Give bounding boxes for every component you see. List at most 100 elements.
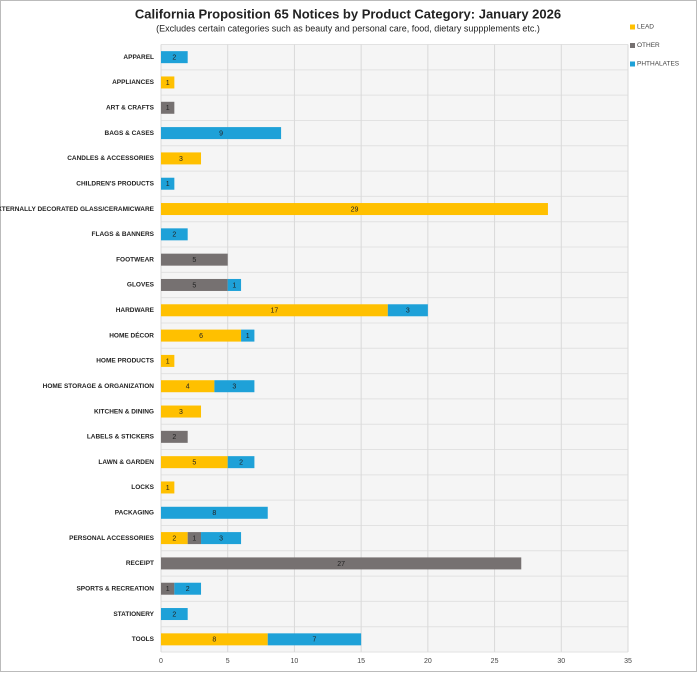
y-tick-label: STATIONERY [113,611,154,618]
data-label: 6 [199,333,203,340]
data-label: 3 [219,535,223,542]
bar-segment [161,76,175,89]
y-tick-label: PERSONAL ACCESSORIES [69,535,155,542]
y-tick-label: HOME DÉCOR [109,330,154,339]
bar-segment [161,557,522,570]
bar-segment [161,430,188,443]
bar-segment [161,101,175,114]
bar-segment [161,582,175,595]
bar-segment [387,304,428,317]
data-label: 1 [166,485,170,492]
bar-segment [161,481,175,494]
bar-segment [161,278,228,291]
bar-segment [161,152,202,165]
data-label: 2 [172,434,176,441]
x-tick-label: 5 [226,658,230,665]
y-tick-label: LABELS & STICKERS [87,434,155,441]
y-tick-label: KITCHEN & DINING [94,408,154,415]
chart-subtitle: (Excludes certain categories such as bea… [156,23,540,33]
bar-segment [161,405,202,418]
x-tick-label: 15 [357,658,365,665]
y-tick-label: SPORTS & RECREATION [76,585,154,592]
data-label: 8 [212,510,216,517]
y-tick-label: CHILDREN'S PRODUCTS [76,180,154,187]
bar-segment [161,51,188,64]
y-tick-label: HOME PRODUCTS [96,358,154,365]
legend-label: LEAD [637,24,654,31]
y-tick-label: RECEIPT [126,560,154,567]
data-label: 8 [212,637,216,644]
bar-segment [161,329,242,342]
data-label: 1 [166,358,170,365]
bar-segment [227,278,242,291]
bar-segment [161,177,175,190]
legend-label: PHTHALATES [637,61,680,68]
y-tick-label: TOOLS [132,636,155,643]
bar-segment [161,304,388,317]
data-label: 3 [232,384,236,391]
bar-segment [161,127,282,140]
data-label: 27 [337,561,345,568]
y-tick-label: FOOTWEAR [116,256,154,263]
data-label: 1 [166,80,170,87]
data-label: 2 [172,535,176,542]
data-label: 3 [179,156,183,163]
data-label: 2 [172,611,176,618]
y-tick-label: ART & CRAFTS [106,105,155,112]
y-tick-label: PACKAGING [115,510,154,517]
bar-segment [161,456,228,469]
data-label: 7 [312,637,316,644]
data-label: 1 [166,181,170,188]
y-tick-label: GLOVES [127,282,155,289]
data-label: 1 [166,105,170,112]
data-label: 2 [172,55,176,62]
data-label: 2 [186,586,190,593]
bar-segment [161,532,188,545]
y-tick-label: HOME STORAGE & ORGANIZATION [43,383,155,390]
data-label: 2 [172,232,176,239]
data-label: 17 [271,308,279,315]
bar-segment [161,506,268,519]
x-tick-label: 10 [291,658,299,665]
x-tick-label: 35 [624,658,632,665]
bar-segment [161,608,188,621]
data-label: 1 [232,282,236,289]
y-tick-label: BAGS & CASES [105,130,155,137]
data-label: 9 [219,130,223,137]
legend-swatch [630,61,635,67]
y-tick-label: APPAREL [123,54,154,61]
bar-segment [161,633,268,646]
legend-label: OTHER [637,42,660,49]
y-tick-label: LAWN & GARDEN [98,459,154,466]
bar-segment [201,532,242,545]
y-tick-label: EXTERNALLY DECORATED GLASS/CERAMICWARE [0,206,155,213]
bar-segment [161,203,548,216]
x-tick-label: 25 [491,658,499,665]
data-label: 1 [166,586,170,593]
bar-segment [161,228,188,241]
y-tick-label: HARDWARE [116,307,155,314]
bar-segment [161,380,215,393]
bar-segment [187,532,202,545]
y-tick-label: CANDLES & ACCESSORIES [67,155,154,162]
y-tick-label: FLAGS & BANNERS [92,231,155,238]
data-label: 1 [246,333,250,340]
data-label: 1 [192,535,196,542]
bar-segment [214,380,255,393]
y-tick-label: LOCKS [131,484,154,491]
data-label: 5 [192,460,196,467]
data-label: 29 [351,206,359,213]
x-tick-label: 20 [424,658,432,665]
data-label: 3 [179,409,183,416]
data-label: 5 [192,257,196,264]
legend-swatch [630,24,635,30]
bar-segment [174,582,202,595]
bar-segment [241,329,255,342]
data-label: 5 [192,282,196,289]
bar-segment [227,456,255,469]
bar-segment [267,633,362,646]
data-label: 2 [239,460,243,467]
y-tick-label: APPLIANCES [112,79,155,86]
legend-swatch [630,43,635,48]
